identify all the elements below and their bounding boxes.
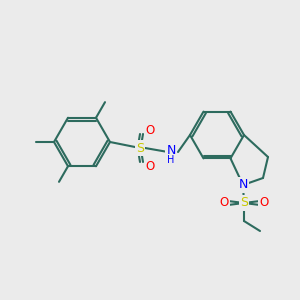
Text: H: H [167,155,175,165]
Text: O: O [146,124,154,136]
Text: N: N [238,178,248,191]
Text: N: N [166,145,176,158]
Text: O: O [146,160,154,172]
Text: S: S [240,196,248,209]
Text: O: O [260,196,268,209]
Text: O: O [219,196,229,209]
Text: S: S [136,142,144,154]
